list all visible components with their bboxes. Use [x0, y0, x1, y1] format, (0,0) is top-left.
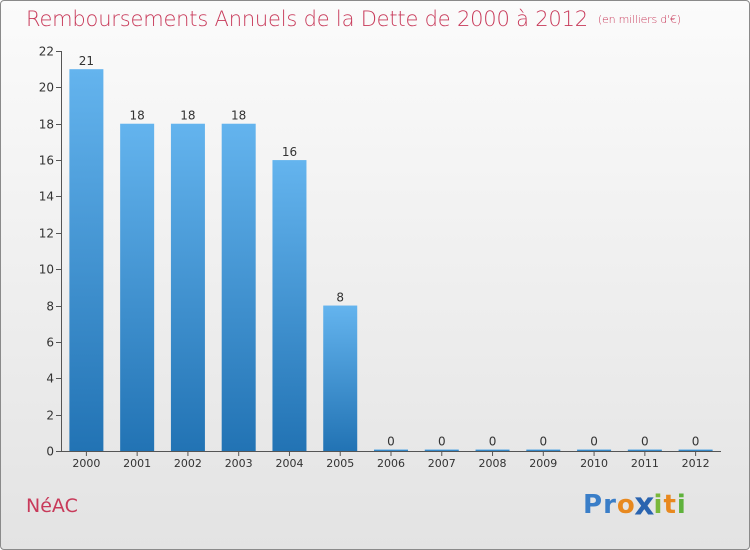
proxiti-logo: Proxiti: [583, 487, 687, 523]
y-tick-label: 20: [39, 81, 54, 95]
y-tick-label: 18: [39, 118, 54, 132]
bar-value-label: 18: [130, 109, 145, 123]
y-tick-label: 4: [46, 372, 54, 386]
bar-2005: [323, 305, 358, 451]
y-axis: 0 2 4 6 8 10 12 14 16 18 20 22: [39, 45, 62, 459]
bar-2002: [170, 123, 205, 452]
bar-value-label: 0: [387, 435, 395, 449]
y-tick-label: 0: [46, 445, 54, 459]
bar-value-label: 21: [79, 54, 94, 68]
bar-value-label: 18: [180, 109, 195, 123]
bar-value-label: 0: [590, 435, 598, 449]
y-tick-label: 14: [39, 190, 54, 204]
x-tick-label: 2011: [631, 457, 659, 470]
x-tick-label: 2001: [123, 457, 151, 470]
bar-2001: [120, 123, 155, 452]
y-tick-label: 12: [39, 227, 54, 241]
bar-2008: [475, 449, 510, 451]
bar-value-label: 8: [336, 291, 344, 305]
bar-value-label: 16: [282, 145, 297, 159]
bar-2004: [272, 160, 307, 451]
x-tick-label: 2008: [479, 457, 507, 470]
x-tick-label: 2007: [428, 457, 456, 470]
commune-name: NéAC: [26, 495, 78, 517]
data-labels: 21 18 18 18 16 8 0 0 0 0 0 0 0: [79, 54, 700, 448]
x-tick-label: 2010: [580, 457, 608, 470]
x-tick-label: 2003: [225, 457, 253, 470]
bar-value-label: 0: [641, 435, 649, 449]
bar-2003: [221, 123, 256, 452]
x-tick-label: 2012: [682, 457, 710, 470]
bar-2012: [678, 449, 713, 451]
y-tick-label: 22: [39, 45, 54, 59]
x-axis: 2000 2001 2002 2003 2004 2005 2006 2007 2008 2009…: [61, 451, 721, 470]
bar-2007: [424, 449, 459, 451]
chart-title-text: Remboursements Annuels de la Dette de 20…: [26, 7, 588, 31]
y-tick-label: 8: [46, 300, 54, 314]
chart-unit-note: (en milliers d'€): [597, 13, 681, 26]
bar-value-label: 0: [489, 435, 497, 449]
bar-2011: [627, 449, 662, 451]
x-tick-label: 2006: [377, 457, 405, 470]
chart-title: Remboursements Annuels de la Dette de 20…: [26, 7, 681, 31]
bars: [69, 69, 713, 452]
y-tick-label: 10: [39, 263, 54, 277]
bar-2009: [526, 449, 561, 451]
y-tick-label: 16: [39, 154, 54, 168]
bar-2000: [69, 69, 104, 451]
y-tick-label: 6: [46, 336, 54, 350]
x-tick-label: 2004: [275, 457, 303, 470]
x-tick-label: 2005: [326, 457, 354, 470]
bar-value-label: 18: [231, 109, 246, 123]
bar-value-label: 0: [692, 435, 700, 449]
x-tick-label: 2009: [529, 457, 557, 470]
x-tick-label: 2002: [174, 457, 202, 470]
y-tick-label: 2: [46, 409, 54, 423]
x-tick-label: 2000: [72, 457, 100, 470]
bar-value-label: 0: [438, 435, 446, 449]
bar-2010: [577, 449, 612, 451]
bar-2006: [374, 449, 408, 451]
bar-value-label: 0: [539, 435, 547, 449]
